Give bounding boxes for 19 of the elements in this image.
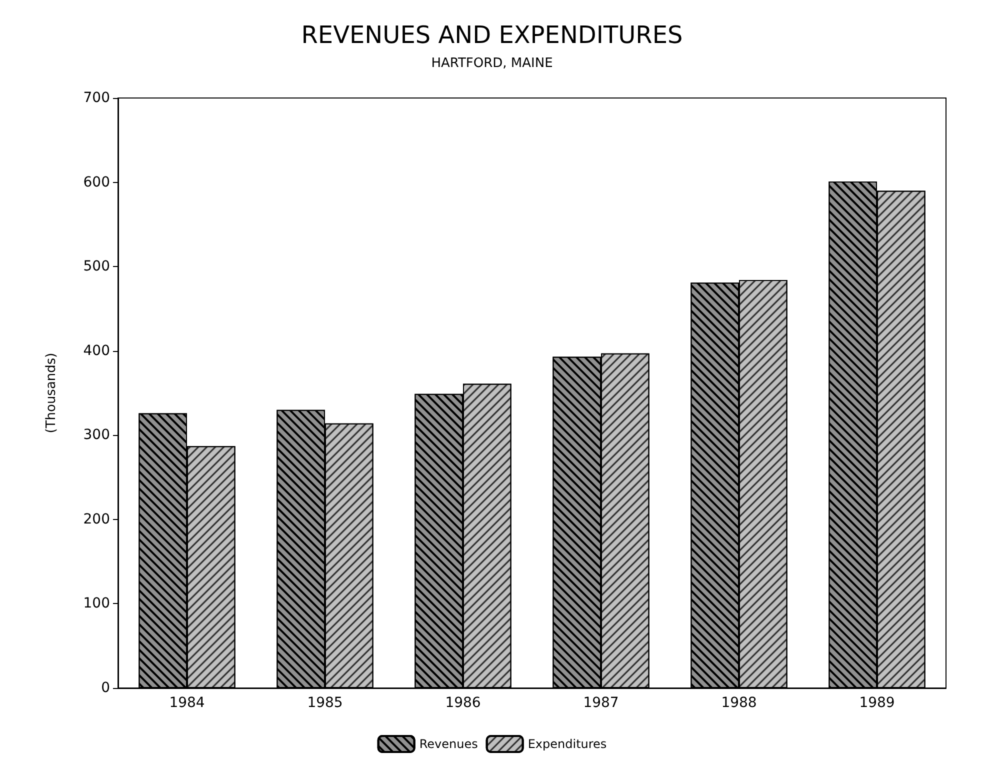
legend-label: Expenditures	[528, 737, 607, 751]
y-tick-label: 600	[83, 174, 110, 190]
x-tick-label: 1986	[445, 695, 481, 711]
x-tick-label: 1988	[721, 695, 757, 711]
x-tick-label: 1984	[169, 695, 205, 711]
y-tick-label: 400	[83, 342, 110, 359]
y-tick-label: 200	[83, 511, 110, 528]
y-tick-label: 700	[83, 90, 110, 106]
chart-subtitle: HARTFORD, MAINE	[431, 56, 553, 71]
y-tick-label: 0	[101, 680, 110, 696]
x-tick-label: 1989	[859, 695, 895, 711]
y-tick-label: 500	[83, 258, 110, 275]
x-tick-label: 1985	[307, 695, 343, 711]
y-axis-title: (Thousands)	[44, 352, 59, 434]
chart-title: REVENUES AND EXPENDITURES	[301, 21, 683, 49]
x-tick-label: 1987	[583, 695, 619, 711]
y-tick-label: 300	[83, 427, 110, 444]
legend-label: Revenues	[419, 737, 478, 751]
y-tick-label: 100	[83, 596, 110, 612]
